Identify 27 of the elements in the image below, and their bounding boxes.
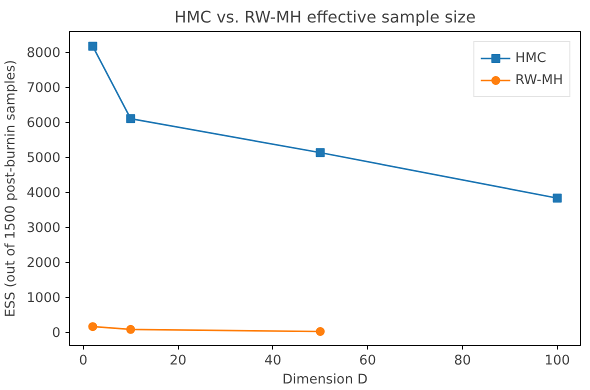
x-tick-label: 80: [454, 354, 471, 368]
y-tick-label: 6000: [26, 116, 61, 132]
y-tick-label: 8000: [26, 46, 61, 62]
point: [316, 148, 325, 158]
point: [88, 42, 98, 51]
chart-title: HMC vs. RW-MH effective sample size: [174, 8, 476, 26]
point: [552, 194, 562, 203]
x-tick-label: 0: [79, 354, 88, 368]
y-tick-label: 7000: [26, 81, 61, 96]
x-tick-label: 60: [359, 354, 376, 368]
point: [88, 322, 98, 332]
point: [316, 327, 325, 336]
x-axis-title: Dimension D: [282, 372, 368, 388]
point: [126, 114, 136, 124]
y-tick-label: 2000: [26, 256, 61, 272]
x-tick-label: 20: [170, 354, 187, 368]
y-tick-label: 0: [52, 326, 61, 342]
y-axis-title: ESS (out of 1500 post-burnin samples): [4, 60, 19, 318]
x-tick-label: 100: [544, 354, 570, 368]
legend-label: HMC: [515, 50, 546, 66]
x-tick-label: 40: [264, 354, 282, 368]
y-tick-label: 1000: [26, 291, 61, 306]
point: [126, 324, 136, 334]
y-tick-label: 3000: [26, 221, 61, 236]
y-tick-label: 4000: [26, 186, 61, 202]
legend-label: RW-MH: [515, 72, 563, 88]
y-tick-label: 5000: [26, 151, 61, 166]
